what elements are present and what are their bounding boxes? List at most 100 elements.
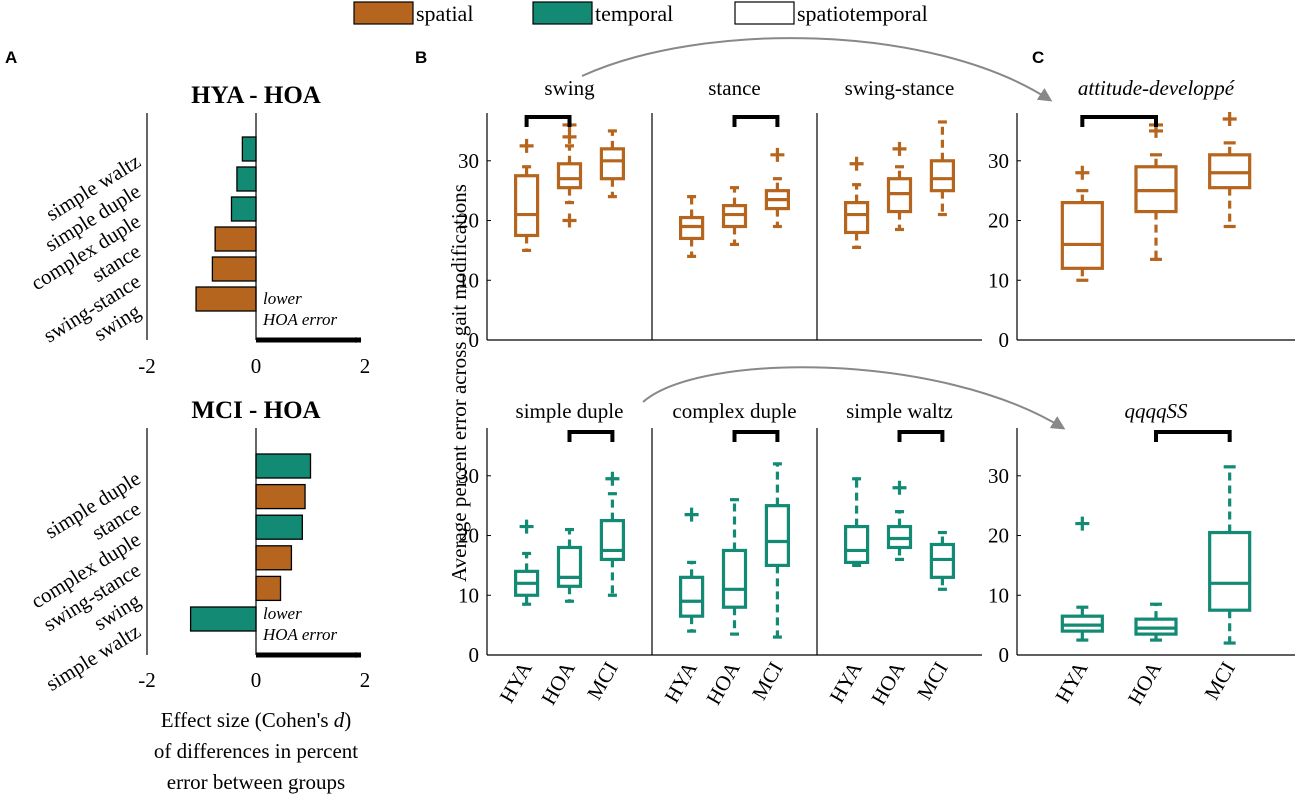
bar — [255, 575, 282, 602]
xlabel-line-1: Effect size (Cohen's d) — [161, 708, 352, 732]
x-tick-label: HYA — [495, 657, 538, 707]
x-tick-label: MCI — [1199, 658, 1240, 704]
x-tick-label: HOA — [536, 657, 580, 709]
chart-simple-duple: 0 10 20 30 simple duple HYA HOA MCI — [458, 399, 652, 709]
panel-letter-a: A — [5, 48, 17, 67]
bar — [230, 196, 257, 222]
outlier-marker — [684, 507, 699, 522]
bar — [255, 483, 306, 510]
y-tick-label: 30 — [458, 464, 479, 488]
box-iqr — [1060, 201, 1104, 270]
box-hoa — [556, 527, 583, 603]
legend-swatch-temporal — [532, 1, 593, 25]
legend-swatch-spatiotemporal — [734, 1, 795, 25]
box-iqr — [556, 162, 583, 190]
panel-a-xlabel: Effect size (Cohen's d) of differences in… — [154, 708, 358, 794]
box-hoa — [721, 498, 748, 636]
chart-title: simple duple — [516, 399, 624, 423]
x-tick-label: HOA — [1123, 657, 1167, 709]
chart-title: complex duple — [672, 399, 796, 423]
box-hya — [678, 507, 705, 633]
box-hya — [513, 519, 540, 606]
outlier-marker — [562, 213, 577, 228]
chart-stance: stance — [651, 76, 817, 341]
outlier-marker — [1075, 516, 1090, 531]
xlabel-line-2: of differences in percent — [154, 739, 358, 763]
chart-simple-waltz: simple waltz HYA HOA MCI — [816, 399, 982, 709]
x-tick-label: HOA — [866, 657, 910, 709]
bar — [214, 226, 257, 252]
y-tick-label: 20 — [458, 209, 479, 233]
y-tick-label: 30 — [988, 464, 1009, 488]
x-tick-label: -2 — [138, 668, 156, 692]
significance-bracket — [1080, 115, 1158, 127]
xlabel-part: ) — [344, 708, 351, 732]
significance-bracket — [732, 430, 780, 442]
link-arrow-swing-to-attitude — [581, 37, 1053, 102]
arrow-annotation-line-1: lower — [263, 289, 302, 308]
y-tick-label: 0 — [469, 328, 480, 352]
y-tick-label: 10 — [458, 583, 479, 607]
panel-letter-b: B — [415, 48, 427, 67]
box-hoa — [886, 141, 913, 232]
chart-swing: 0 10 20 30 swing — [458, 76, 652, 352]
y-tick-label: 0 — [469, 643, 480, 667]
link-arrow-simple-duple-to-qqqqss — [642, 366, 1066, 430]
chart-title: attitude-developpé — [1078, 76, 1236, 100]
outlier-marker — [892, 480, 907, 495]
x-tick-label: 0 — [251, 354, 262, 378]
chart-swing-stance: swing-stance — [816, 76, 982, 341]
y-tick-label: 20 — [988, 524, 1009, 548]
xlabel-part: Effect size (Cohen's — [161, 708, 334, 732]
box-hya — [843, 477, 870, 567]
chart-attitude-developp-: 0 10 20 30 attitude-developpé — [988, 76, 1295, 352]
chart-qqqqss: 0 10 20 30 qqqqSS HYA HOA MCI — [988, 399, 1295, 709]
significance-bracket — [524, 115, 572, 127]
box-hya — [678, 195, 705, 258]
box-iqr — [721, 548, 748, 609]
box-mci — [764, 462, 791, 639]
box-hya — [1060, 165, 1104, 282]
outlier-marker — [770, 147, 785, 162]
y-tick-label: 10 — [458, 268, 479, 292]
box-iqr — [929, 159, 956, 193]
box-iqr — [599, 147, 626, 181]
y-tick-label: 20 — [458, 524, 479, 548]
y-tick-label: 20 — [988, 209, 1009, 233]
x-tick-label: HOA — [701, 657, 745, 709]
y-tick-label: 30 — [458, 149, 479, 173]
legend: spatial temporal spatiotemporal — [353, 1, 928, 26]
arrow-annotation-line-1: lower — [263, 604, 302, 623]
box-hoa — [1134, 117, 1178, 261]
x-tick-label: -2 — [138, 354, 156, 378]
box-mci — [1208, 111, 1252, 229]
outlier-marker — [519, 138, 534, 153]
outlier-marker — [519, 519, 534, 534]
box-mci — [599, 471, 626, 597]
box-hya — [843, 156, 870, 250]
chart-title: simple waltz — [846, 399, 953, 423]
box-mci — [764, 147, 791, 229]
chart-complex-duple: complex duple HYA HOA MCI — [651, 399, 817, 709]
bar — [241, 136, 257, 162]
y-tick-label: 0 — [999, 328, 1010, 352]
y-tick-label: 10 — [988, 268, 1009, 292]
legend-label-spatiotemporal: spatiotemporal — [797, 1, 928, 26]
significance-bracket — [897, 430, 945, 442]
box-mci — [599, 129, 626, 199]
box-iqr — [513, 174, 540, 238]
xlabel-italic-part: d — [334, 708, 345, 732]
bar — [255, 545, 293, 571]
significance-bracket — [1154, 430, 1232, 442]
bar — [255, 453, 312, 479]
box-hoa — [721, 186, 748, 247]
xlabel-line-3: error between groups — [167, 770, 345, 794]
x-tick-label: 0 — [251, 668, 262, 692]
x-tick-label: HYA — [825, 657, 868, 707]
bar — [189, 606, 257, 632]
panel-b-ylabel: Average percent error across gait modifi… — [447, 184, 471, 582]
chart-title: stance — [708, 76, 760, 100]
box-mci — [929, 120, 956, 217]
